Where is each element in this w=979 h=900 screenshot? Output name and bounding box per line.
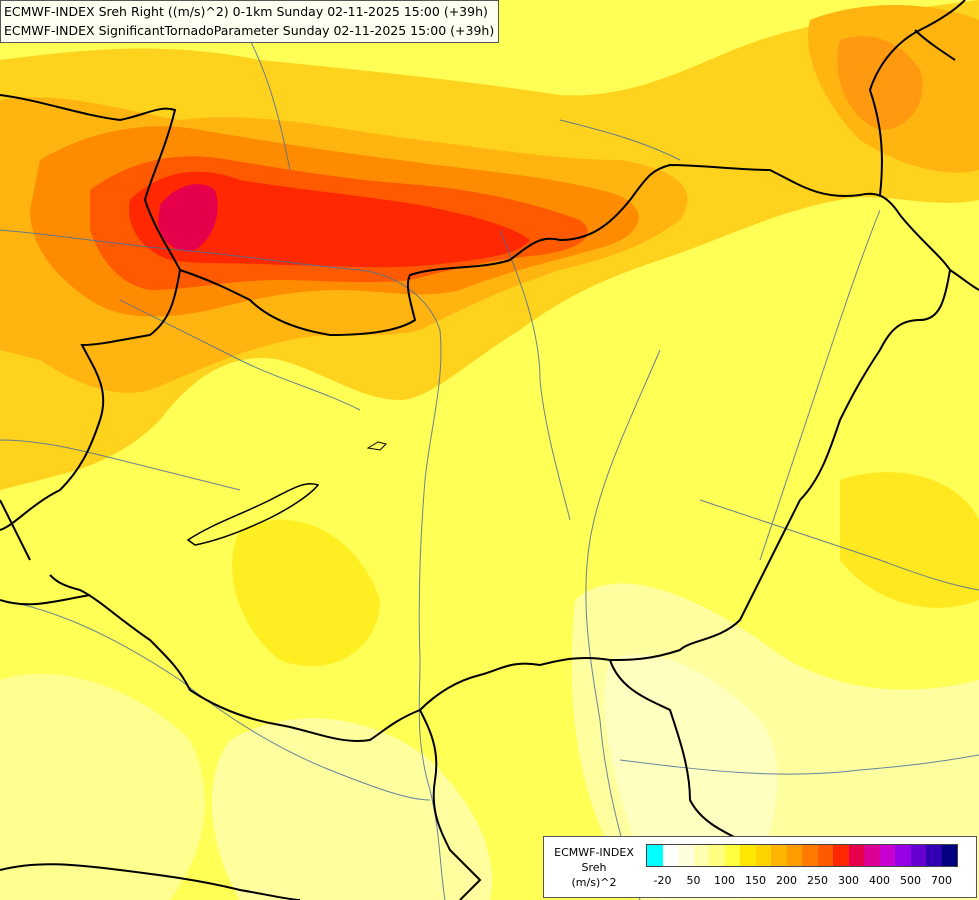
legend-swatch [693, 845, 709, 866]
title-line-sreh: ECMWF-INDEX Sreh Right ((m/s)^2) 0-1km S… [4, 4, 488, 19]
legend-swatch [879, 845, 895, 866]
legend-swatch [755, 845, 771, 866]
field-deep-orange-ne [837, 36, 923, 130]
field-pale-west [0, 673, 205, 900]
legend-title-line: (m/s)^2 [571, 876, 617, 889]
legend-tick-row: -20 50 100 150 200 250 300 400 500 700 [646, 874, 976, 890]
legend-swatch [864, 845, 880, 866]
field-red [129, 171, 530, 268]
legend-swatch [895, 845, 911, 866]
legend-tick-label: 400 [869, 874, 890, 887]
field-crimson-core [158, 184, 218, 251]
small-lake [366, 441, 387, 451]
legend-swatch [662, 845, 678, 866]
legend-color-bar [646, 844, 958, 867]
legend-swatch [817, 845, 833, 866]
legend-swatch [771, 845, 787, 866]
legend-swatch [647, 845, 663, 866]
legend-swatch [926, 845, 942, 866]
legend-tick-label: 200 [776, 874, 797, 887]
rivers [0, 39, 979, 900]
legend-swatch [724, 845, 740, 866]
legend-title-line: Sreh [581, 861, 607, 874]
legend-tick-label: -20 [653, 874, 672, 887]
field-yellow-east [840, 472, 979, 608]
legend-tick-label: 100 [714, 874, 735, 887]
legend-tick-label: 250 [807, 874, 828, 887]
legend-swatch [678, 845, 694, 866]
legend-swatch [941, 845, 957, 866]
field-pale-south-west [211, 718, 492, 900]
lake-outline [186, 483, 320, 546]
title-line-stp: ECMWF-INDEX SignificantTornadoParameter … [4, 23, 495, 38]
legend-swatch [833, 845, 849, 866]
legend-tick-label: 300 [838, 874, 859, 887]
legend-swatch [848, 845, 864, 866]
legend-tick-label: 150 [745, 874, 766, 887]
legend-swatch [709, 845, 725, 866]
legend-tick-label: 700 [931, 874, 952, 887]
legend-swatch [740, 845, 756, 866]
legend-title-line: ECMWF-INDEX [554, 846, 634, 859]
legend-title: ECMWF-INDEX Sreh (m/s)^2 [544, 845, 644, 890]
legend-swatch [802, 845, 818, 866]
color-legend: ECMWF-INDEX Sreh (m/s)^2 -20 50 100 150 200 2… [543, 836, 977, 898]
legend-swatch [910, 845, 926, 866]
legend-tick-label: 50 [686, 874, 701, 887]
map-title-box: ECMWF-INDEX Sreh Right ((m/s)^2) 0-1km S… [0, 0, 500, 43]
legend-tick-label: 500 [900, 874, 921, 887]
field-yellow-mid [232, 519, 380, 667]
legend-swatch [786, 845, 802, 866]
